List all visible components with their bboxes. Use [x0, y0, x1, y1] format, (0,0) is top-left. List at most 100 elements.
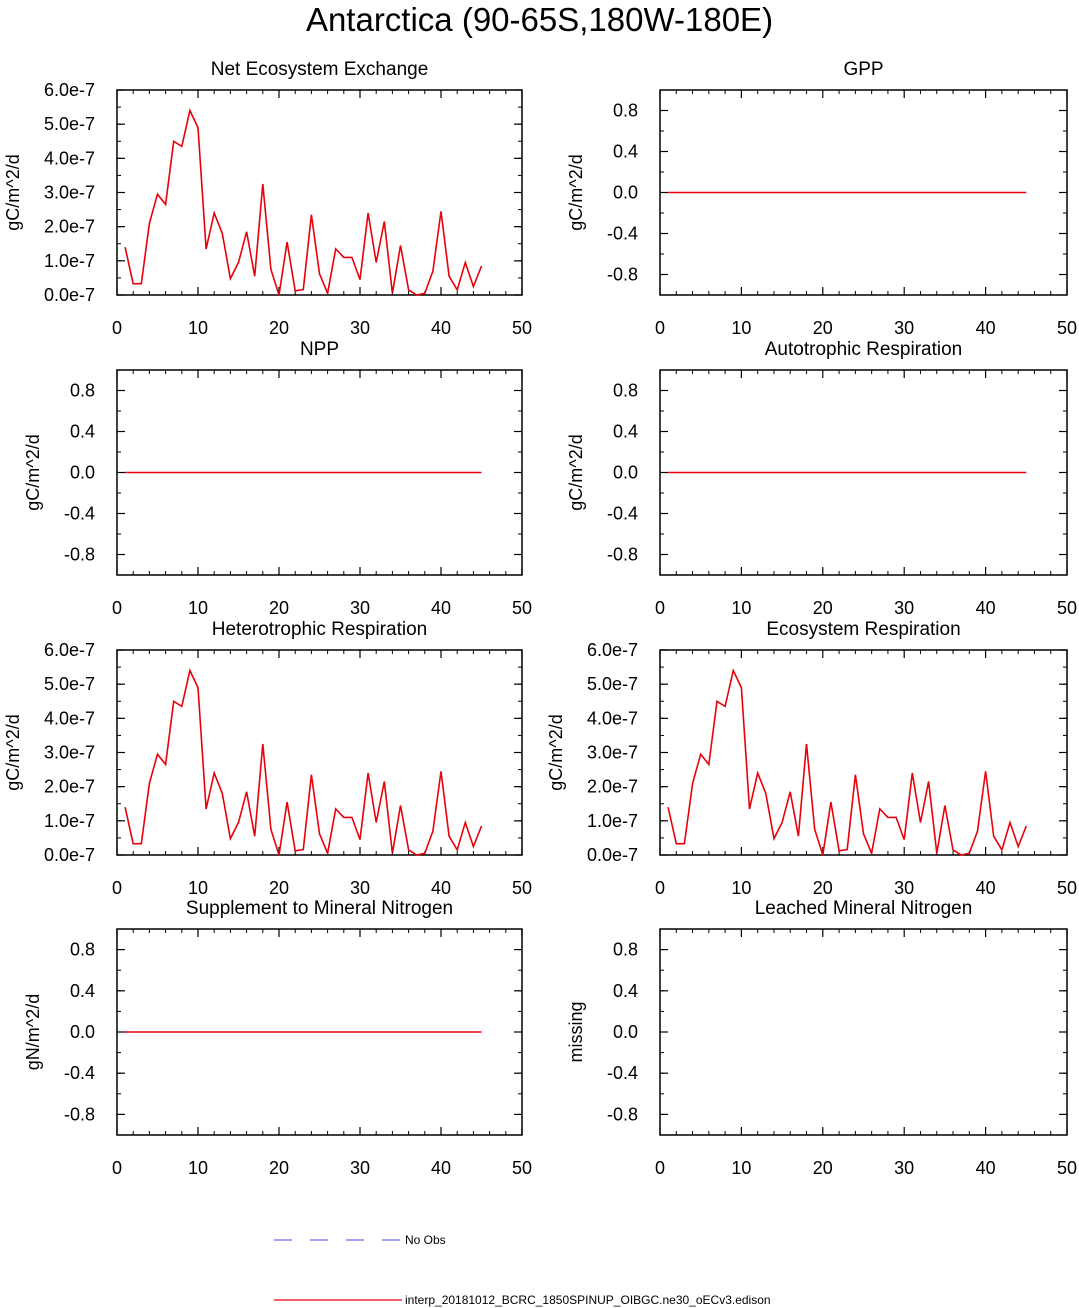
x-tick-label: 50: [512, 878, 532, 898]
y-tick-label: 0.4: [613, 422, 638, 442]
y-tick-label: 0.0e-7: [44, 285, 95, 305]
y-tick-label: 0.0: [613, 183, 638, 203]
x-tick-label: 20: [269, 598, 289, 618]
page-title: Antarctica (90-65S,180W-180E): [305, 1, 774, 38]
y-axis-label: missing: [566, 1001, 586, 1062]
x-tick-label: 10: [188, 1158, 208, 1178]
x-tick-label: 30: [894, 318, 914, 338]
x-tick-label: 20: [813, 598, 833, 618]
y-tick-label: -0.8: [64, 1104, 95, 1124]
x-tick-label: 30: [350, 1158, 370, 1178]
y-tick-label: -0.8: [64, 545, 95, 565]
x-tick-label: 0: [655, 318, 665, 338]
legend-obs-label: No Obs: [405, 1233, 446, 1247]
panel-title: Autotrophic Respiration: [765, 339, 963, 360]
y-tick-label: 0.4: [613, 142, 638, 162]
y-tick-label: 2.0e-7: [44, 217, 95, 237]
y-tick-label: 4.0e-7: [44, 708, 95, 728]
y-tick-label: 0.0e-7: [587, 845, 638, 865]
y-tick-label: -0.8: [607, 1104, 638, 1124]
panel-title: Net Ecosystem Exchange: [211, 59, 429, 80]
y-tick-label: 3.0e-7: [587, 743, 638, 763]
y-axis-label: gC/m^2/d: [566, 154, 586, 230]
x-tick-label: 20: [813, 878, 833, 898]
x-tick-label: 0: [655, 878, 665, 898]
y-tick-label: 2.0e-7: [44, 777, 95, 797]
y-axis-label: gC/m^2/d: [3, 714, 23, 790]
y-tick-label: 6.0e-7: [44, 80, 95, 100]
x-tick-label: 40: [431, 878, 451, 898]
x-tick-label: 30: [350, 598, 370, 618]
x-tick-label: 0: [112, 598, 122, 618]
y-tick-label: 5.0e-7: [587, 674, 638, 694]
x-tick-label: 10: [731, 878, 751, 898]
x-tick-label: 20: [813, 318, 833, 338]
y-tick-label: 0.4: [70, 981, 95, 1001]
panel-title: Ecosystem Respiration: [766, 619, 960, 640]
y-tick-label: 0.8: [70, 940, 95, 960]
y-tick-label: 0.8: [613, 381, 638, 401]
y-tick-label: 3.0e-7: [44, 183, 95, 203]
series-line: [124, 668, 483, 857]
y-axis-label: gC/m^2/d: [3, 154, 23, 230]
panel-title: Leached Mineral Nitrogen: [755, 898, 973, 919]
panel-title: NPP: [300, 339, 339, 360]
x-tick-label: 10: [188, 878, 208, 898]
y-tick-label: 6.0e-7: [44, 640, 95, 660]
x-tick-label: 10: [731, 318, 751, 338]
y-tick-label: 1.0e-7: [44, 811, 95, 831]
x-tick-label: 0: [112, 318, 122, 338]
y-tick-label: 0.4: [613, 981, 638, 1001]
x-tick-label: 50: [512, 598, 532, 618]
y-tick-label: -0.8: [607, 545, 638, 565]
y-axis-label: gC/m^2/d: [546, 714, 566, 790]
y-axis-label: gN/m^2/d: [23, 994, 43, 1070]
y-axis-label: gC/m^2/d: [566, 434, 586, 510]
x-tick-label: 0: [655, 1158, 665, 1178]
y-tick-label: 6.0e-7: [587, 640, 638, 660]
y-tick-label: 0.8: [613, 101, 638, 121]
y-tick-label: 1.0e-7: [44, 251, 95, 271]
y-tick-label: -0.4: [607, 504, 638, 524]
y-tick-label: -0.4: [64, 1063, 95, 1083]
x-tick-label: 50: [1057, 878, 1077, 898]
y-tick-label: -0.4: [607, 1063, 638, 1083]
y-tick-label: 0.0e-7: [44, 845, 95, 865]
y-tick-label: 1.0e-7: [587, 811, 638, 831]
panel-title: GPP: [843, 59, 883, 80]
series-line: [124, 108, 483, 297]
y-tick-label: 5.0e-7: [44, 674, 95, 694]
x-tick-label: 30: [894, 878, 914, 898]
x-tick-label: 20: [813, 1158, 833, 1178]
x-tick-label: 50: [1057, 318, 1077, 338]
x-tick-label: 10: [731, 1158, 751, 1178]
y-tick-label: -0.4: [607, 224, 638, 244]
y-axis-label: gC/m^2/d: [23, 434, 43, 510]
y-tick-label: 2.0e-7: [587, 777, 638, 797]
y-tick-label: 4.0e-7: [587, 708, 638, 728]
x-tick-label: 10: [188, 318, 208, 338]
x-tick-label: 30: [350, 878, 370, 898]
x-tick-label: 0: [655, 598, 665, 618]
y-tick-label: -0.4: [64, 504, 95, 524]
x-tick-label: 20: [269, 1158, 289, 1178]
x-tick-label: 10: [731, 598, 751, 618]
y-tick-label: 0.4: [70, 422, 95, 442]
x-tick-label: 40: [976, 1158, 996, 1178]
x-tick-label: 20: [269, 878, 289, 898]
x-tick-label: 0: [112, 1158, 122, 1178]
x-tick-label: 40: [431, 1158, 451, 1178]
y-tick-label: -0.8: [607, 265, 638, 285]
y-tick-label: 5.0e-7: [44, 114, 95, 134]
x-tick-label: 40: [976, 318, 996, 338]
series-line: [667, 668, 1028, 857]
legend-model-label: interp_20181012_BCRC_1850SPINUP_OIBGC.ne…: [405, 1293, 771, 1307]
y-tick-label: 0.0: [70, 1022, 95, 1042]
x-tick-label: 40: [976, 598, 996, 618]
x-tick-label: 10: [188, 598, 208, 618]
panel-title: Heterotrophic Respiration: [212, 619, 427, 640]
y-tick-label: 3.0e-7: [44, 743, 95, 763]
y-tick-label: 0.0: [70, 463, 95, 483]
